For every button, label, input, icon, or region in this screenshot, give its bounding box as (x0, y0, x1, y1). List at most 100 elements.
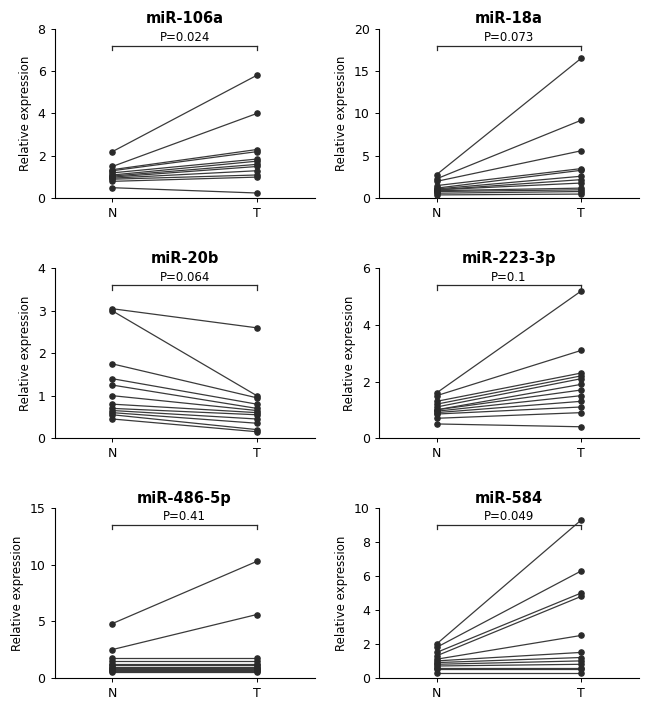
Point (576, 145, 586, 156)
Point (252, 609, 262, 620)
Title: miR-18a: miR-18a (475, 11, 543, 26)
Point (576, 647, 586, 658)
Point (576, 663, 586, 675)
Point (432, 180, 442, 191)
Point (107, 652, 118, 663)
Y-axis label: Relative expression: Relative expression (11, 535, 24, 651)
Point (432, 189, 442, 201)
Point (576, 630, 586, 641)
Point (107, 656, 118, 667)
Point (107, 662, 118, 673)
Point (252, 187, 262, 198)
Point (432, 407, 442, 418)
Point (252, 660, 262, 671)
Point (252, 417, 262, 429)
Point (576, 652, 586, 663)
Point (576, 285, 586, 296)
Point (252, 663, 262, 675)
Point (432, 658, 442, 670)
Point (432, 184, 442, 196)
Point (432, 184, 442, 196)
Point (432, 401, 442, 412)
Point (107, 161, 118, 172)
Point (576, 53, 586, 64)
Title: miR-486-5p: miR-486-5p (137, 491, 232, 506)
Point (576, 385, 586, 396)
Title: miR-223-3p: miR-223-3p (462, 251, 556, 266)
Text: P=0.049: P=0.049 (484, 510, 534, 523)
Point (432, 663, 442, 675)
Point (252, 398, 262, 410)
Point (432, 404, 442, 415)
Point (107, 164, 118, 176)
Point (252, 159, 262, 170)
Point (107, 390, 118, 402)
Y-axis label: Relative expression: Relative expression (19, 55, 32, 171)
Point (576, 587, 586, 599)
Point (576, 515, 586, 526)
Point (576, 591, 586, 602)
Point (252, 70, 262, 81)
Point (576, 114, 586, 126)
Point (432, 404, 442, 415)
Point (432, 412, 442, 424)
Point (432, 657, 442, 668)
Point (252, 108, 262, 119)
Title: miR-106a: miR-106a (146, 11, 224, 26)
Text: P=0.064: P=0.064 (159, 271, 210, 284)
Point (576, 656, 586, 667)
Point (252, 409, 262, 420)
Point (432, 408, 442, 419)
Point (576, 188, 586, 200)
Y-axis label: Relative expression: Relative expression (335, 55, 348, 171)
Point (252, 402, 262, 414)
Point (576, 370, 586, 382)
Point (432, 398, 442, 410)
Point (576, 401, 586, 412)
Point (107, 380, 118, 391)
Point (107, 358, 118, 370)
Point (432, 176, 442, 187)
Point (107, 303, 118, 314)
Point (252, 556, 262, 567)
Y-axis label: Relative expression: Relative expression (19, 296, 32, 411)
Point (252, 171, 262, 183)
Point (576, 171, 586, 182)
Point (576, 177, 586, 188)
Text: P=0.073: P=0.073 (484, 31, 534, 44)
Point (432, 395, 442, 407)
Point (252, 664, 262, 675)
Point (107, 171, 118, 182)
Point (576, 163, 586, 174)
Point (107, 173, 118, 185)
Point (252, 169, 262, 181)
Point (252, 424, 262, 435)
Point (252, 161, 262, 172)
Point (107, 402, 118, 414)
Point (252, 405, 262, 416)
Point (107, 407, 118, 418)
Point (107, 413, 118, 424)
Point (107, 618, 118, 629)
Point (107, 165, 118, 176)
Point (432, 185, 442, 196)
Point (107, 167, 118, 178)
Point (432, 661, 442, 672)
Point (252, 407, 262, 418)
Point (252, 666, 262, 678)
Point (432, 662, 442, 673)
Point (576, 345, 586, 356)
Point (107, 398, 118, 410)
Point (576, 183, 586, 194)
Point (107, 661, 118, 672)
Point (432, 188, 442, 199)
Point (432, 641, 442, 653)
Title: miR-584: miR-584 (474, 491, 543, 506)
Point (252, 146, 262, 157)
Point (107, 176, 118, 187)
Point (576, 395, 586, 407)
Point (576, 184, 586, 196)
Point (576, 379, 586, 390)
Point (252, 165, 262, 176)
Point (576, 662, 586, 673)
